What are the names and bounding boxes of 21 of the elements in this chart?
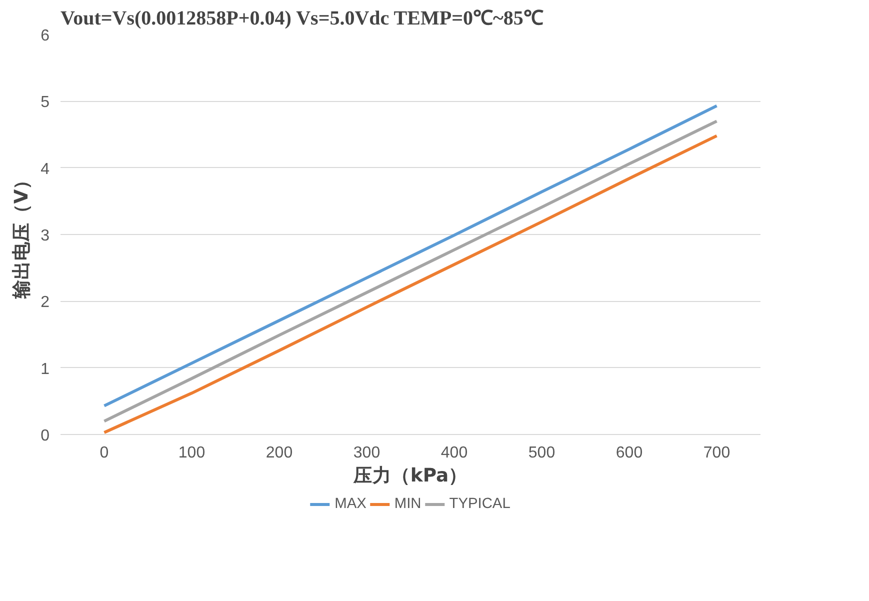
y-tick-label: 1	[40, 360, 50, 378]
y-tick-label: 0	[40, 428, 50, 444]
y-tick-label: 6	[40, 28, 50, 44]
y-tick-label: 4	[40, 160, 50, 178]
y-tick-label: 3	[40, 228, 50, 244]
y-axis-title: 输出电压（V）	[10, 170, 33, 300]
x-tick-label: 700	[703, 444, 730, 462]
legend-label: MAX	[334, 496, 366, 512]
chart-title: Vout=Vs(0.0012858P+0.04) Vs=5.0Vdc TEMP=0℃~85℃	[60, 8, 544, 30]
x-axis-title: 压力（kPa）	[352, 464, 468, 486]
y-tick-label: 2	[40, 294, 50, 312]
legend-label: MIN	[394, 496, 422, 512]
x-tick-label: 500	[528, 444, 556, 462]
y-tick-label: 5	[40, 94, 50, 112]
x-tick-label: 0	[100, 444, 109, 462]
x-tick-label: 200	[266, 444, 293, 462]
x-tick-label: 100	[178, 444, 206, 462]
x-tick-label: 300	[353, 444, 380, 462]
x-tick-label: 600	[616, 444, 643, 462]
legend-label: TYPICAL	[449, 496, 510, 512]
x-tick-label: 400	[440, 444, 468, 462]
